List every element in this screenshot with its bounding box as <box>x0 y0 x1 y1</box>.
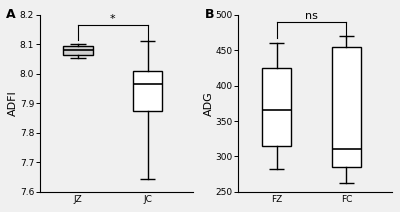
Text: *: * <box>110 14 116 24</box>
Text: ns: ns <box>305 11 318 21</box>
Text: B: B <box>204 8 214 21</box>
Bar <box>63 46 93 55</box>
Bar <box>262 68 291 146</box>
Text: A: A <box>6 8 16 21</box>
Y-axis label: ADFI: ADFI <box>8 91 18 116</box>
Bar <box>133 71 162 111</box>
Y-axis label: ADG: ADG <box>204 91 214 116</box>
Bar <box>332 47 361 167</box>
